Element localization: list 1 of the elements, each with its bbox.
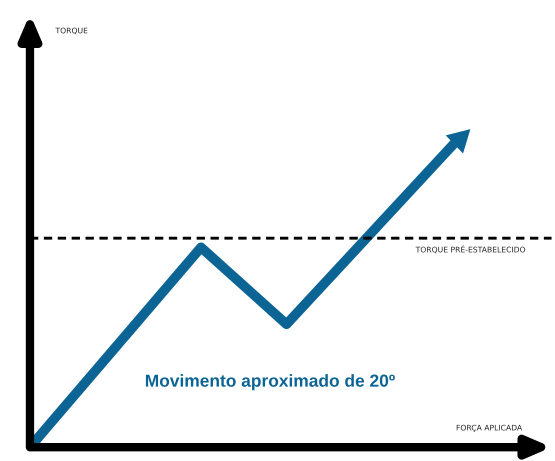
annotation: Movimento aproximado de 20º [146,374,395,390]
